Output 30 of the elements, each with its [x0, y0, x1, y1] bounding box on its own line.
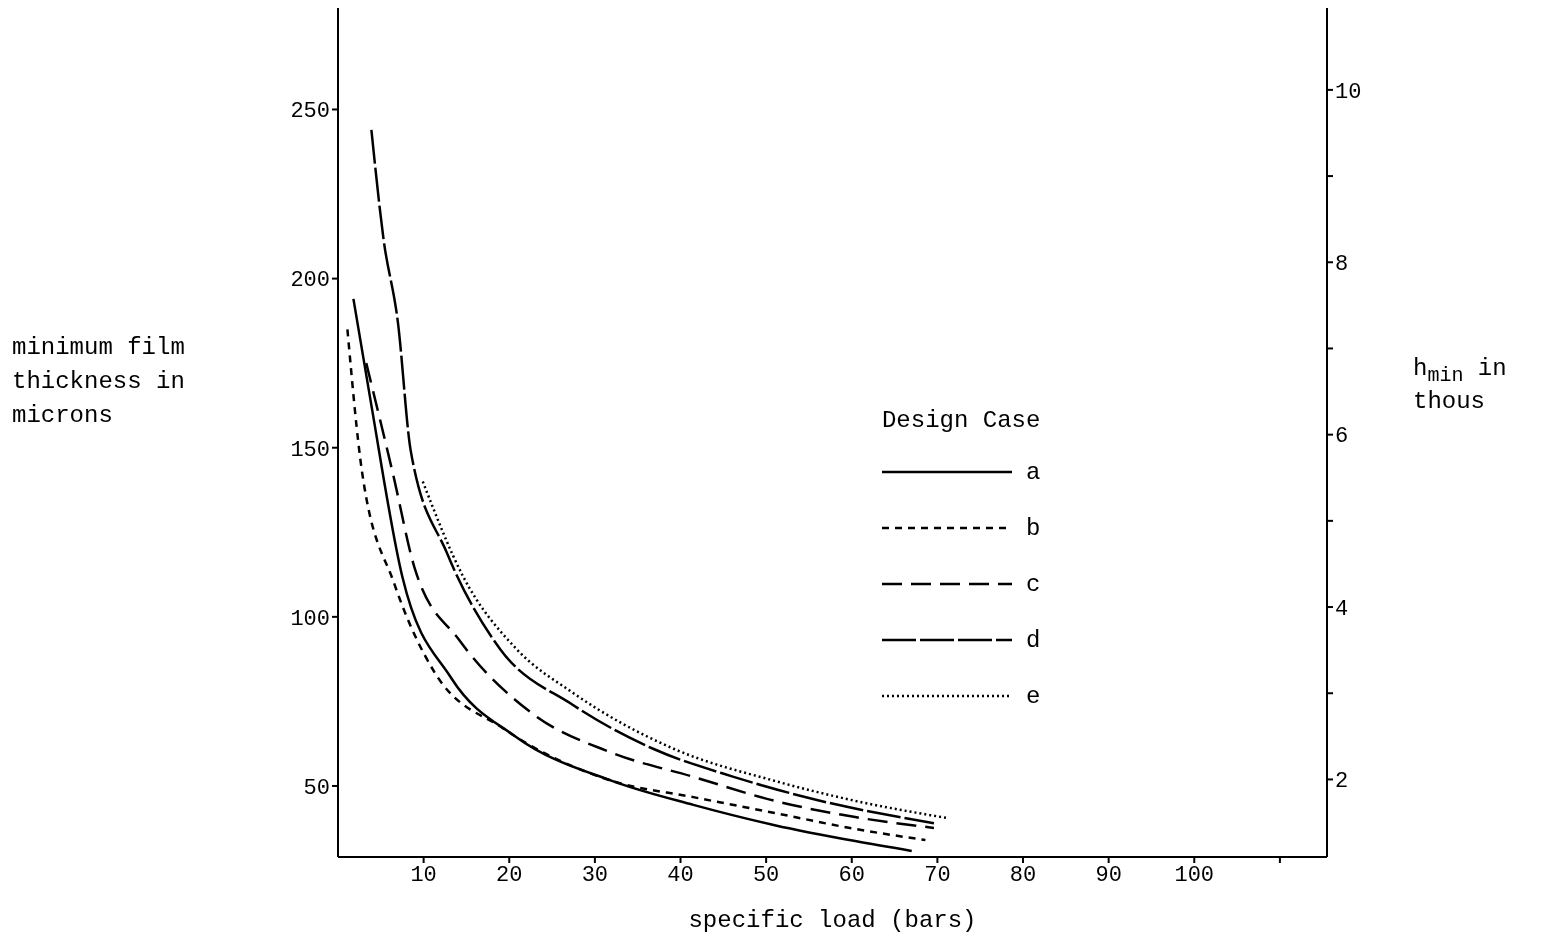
y-tick-label: 200: [290, 268, 330, 294]
y2-tick-label: 8: [1335, 252, 1349, 278]
y-tick-label: 50: [303, 775, 330, 801]
x-tick-label: 70: [924, 862, 951, 888]
y-axis-title: minimum film thickness in microns: [12, 332, 186, 431]
x-tick-label: 90: [1095, 862, 1122, 888]
y-tick-label: 150: [290, 437, 330, 463]
y2-tick-label: 10: [1335, 79, 1362, 105]
x-tick-label: 40: [667, 862, 694, 888]
x-tick-label: 10: [410, 862, 437, 888]
text: c: [1025, 570, 1041, 598]
y2-tick-label: 6: [1335, 424, 1349, 450]
y2-tick-label: 2: [1335, 769, 1349, 795]
y-tick-label: 100: [290, 606, 330, 632]
text: d: [1025, 626, 1041, 654]
y-tick-label: 250: [290, 99, 330, 125]
text: b: [1025, 514, 1041, 542]
x-tick-label: 30: [581, 862, 609, 888]
y2-tick-label: 4: [1335, 596, 1349, 622]
x-tick-label: 100: [1174, 862, 1215, 888]
x-tick-label: 60: [838, 862, 865, 888]
legend-title: Design Case: [881, 407, 1041, 435]
x-tick-label: 50: [752, 862, 780, 888]
x-tick-label: 80: [1009, 862, 1037, 888]
line-series: [421, 480, 949, 820]
x-axis-title: specific load (bars): [687, 907, 978, 934]
text: a: [1025, 458, 1041, 486]
y2-axis-title: h$_{min}$ in thous: [1413, 355, 1508, 415]
text: e: [1025, 682, 1041, 710]
x-tick-label: 20: [496, 862, 523, 888]
